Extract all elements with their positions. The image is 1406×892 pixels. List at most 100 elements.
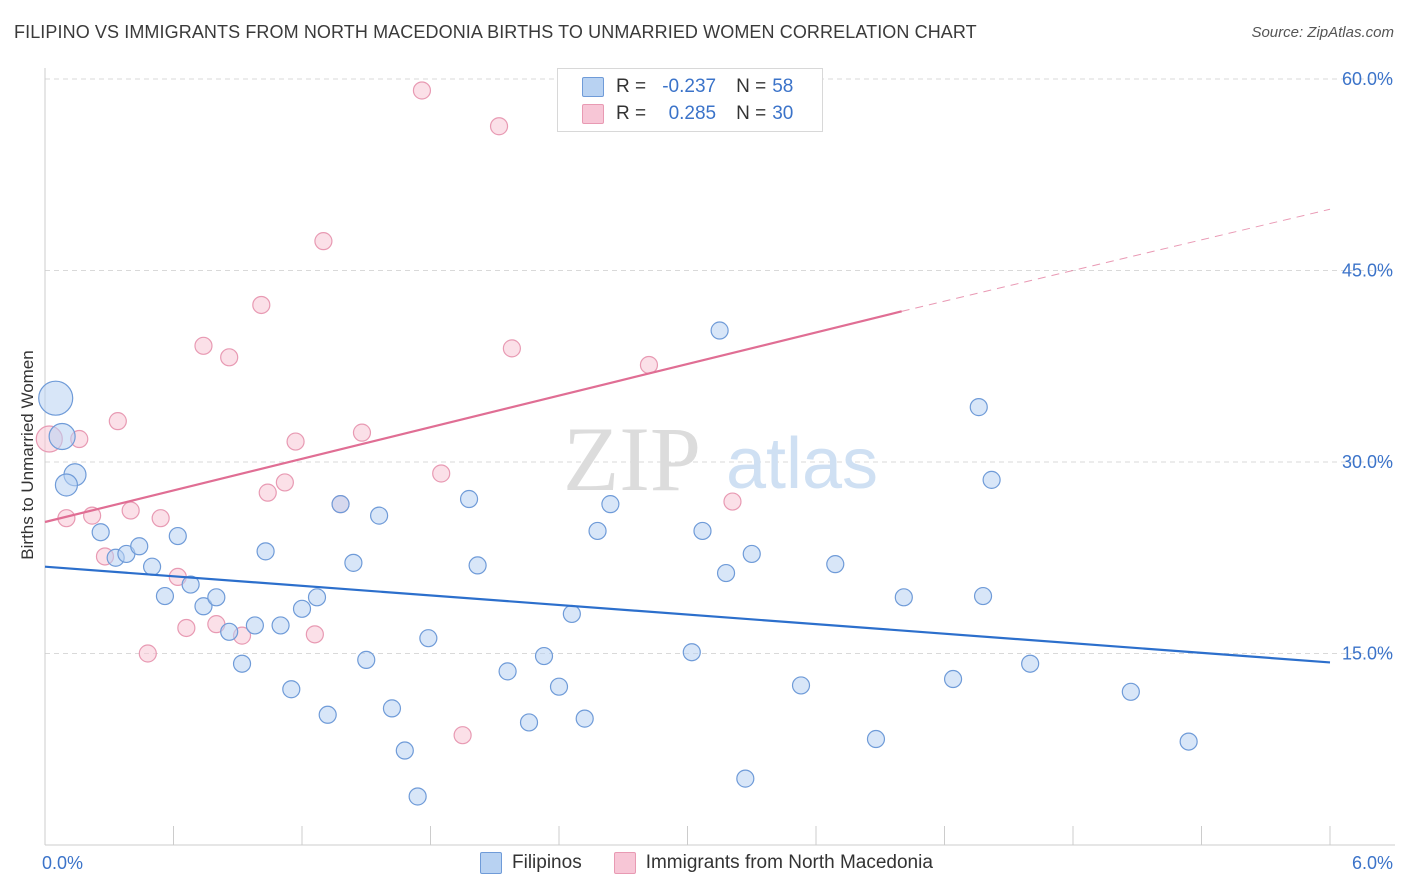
data-point-filipinos [549,677,569,696]
data-point-north-macedonia [252,295,271,315]
data-point-north-macedonia [305,625,324,644]
data-point-filipinos [395,741,414,760]
data-point-north-macedonia [194,336,213,355]
data-point-filipinos [894,588,913,607]
y-axis-label: Births to Unmarried Women [18,350,37,559]
stats-legend: R = -0.237 N = 58 R = 0.285 N = 30 [557,68,823,132]
source-label: Source: ZipAtlas.com [1251,24,1394,41]
legend-r-value-north-macedonia: 0.285 [668,103,717,124]
legend-item-north-macedonia: Immigrants from North Macedonia [613,852,933,874]
chart-title: FILIPINO VS IMMIGRANTS FROM NORTH MACEDO… [14,22,977,42]
data-point-filipinos [331,495,350,514]
legend-r-value-filipinos: -0.237 [662,76,717,97]
data-point-filipinos [742,544,761,564]
data-point-north-macedonia [432,464,451,483]
data-point-filipinos [38,380,74,416]
axes [44,68,1395,846]
legend-label-filipinos: Filipinos [512,852,582,873]
data-point-filipinos [370,506,389,525]
y-tick-label: 45.0% [1342,261,1393,281]
data-point-filipinos [207,588,226,607]
data-point-filipinos [318,705,337,724]
data-point-filipinos [181,575,200,594]
data-point-north-macedonia [502,339,521,358]
data-point-filipinos [682,643,701,662]
watermark-zip: ZIP [563,408,701,510]
data-point-filipinos [736,769,755,788]
data-point-filipinos [519,713,539,732]
legend-swatch-blue [480,852,502,874]
data-point-filipinos [155,586,175,606]
data-point-filipinos [1179,732,1198,751]
data-point-filipinos [232,654,252,673]
trend-line-filipinos [44,565,1331,664]
data-point-filipinos [534,646,554,666]
data-point-filipinos [168,526,187,546]
data-point-north-macedonia [177,618,196,638]
data-point-filipinos [130,537,149,556]
data-point-filipinos [194,597,213,616]
data-point-filipinos [588,521,607,541]
data-point-north-macedonia [258,483,277,502]
data-point-filipinos [48,422,76,451]
y-tick-label: 15.0% [1342,644,1393,664]
data-point-filipinos [459,489,479,509]
data-point-north-macedonia [723,492,742,511]
series-legend: Filipinos Immigrants from North Macedoni… [480,852,965,874]
data-point-filipinos [973,586,993,606]
legend-r-label: R = [616,103,647,124]
data-point-filipinos [710,321,729,340]
legend-item-filipinos: Filipinos [480,852,582,874]
legend-row-filipinos: R = -0.237 N = 58 [582,75,793,99]
data-point-north-macedonia [314,232,333,251]
data-point-filipinos [54,473,79,497]
data-point-filipinos [282,680,301,699]
data-point-north-macedonia [138,644,157,663]
data-point-filipinos [271,616,290,635]
tick-labels: 15.0% 30.0% 45.0% 60.0% 0.0% 6.0% [42,69,1393,873]
data-point-north-macedonia [352,423,372,442]
data-point-filipinos [826,555,845,574]
data-point-filipinos [693,521,712,541]
data-point-north-macedonia [108,412,127,431]
data-point-north-macedonia [489,117,509,136]
data-point-filipinos [575,709,594,728]
data-point-filipinos [91,523,110,542]
legend-swatch-blue [582,77,604,97]
legend-n-label: N = [736,76,767,97]
y-tick-label: 60.0% [1342,69,1393,89]
data-point-filipinos [468,556,487,575]
trend-line-north-macedonia [44,310,902,524]
data-point-filipinos [943,669,963,689]
data-point-north-macedonia [220,348,239,367]
data-point-filipinos [601,495,620,514]
y-tick-label: 30.0% [1342,452,1393,472]
data-point-filipinos [562,604,581,624]
legend-swatch-pink [613,852,636,874]
data-point-filipinos [791,676,811,695]
data-point-filipinos [256,542,275,561]
trend-lines [44,208,1331,664]
legend-row-north-macedonia: R = 0.285 N = 30 [582,102,793,126]
data-point-filipinos [498,662,517,681]
legend-swatch-pink [582,104,604,124]
watermark: ZIP atlas [563,408,878,510]
data-point-filipinos [382,699,402,718]
data-point-filipinos [866,729,886,749]
data-point-filipinos [357,650,376,669]
data-point-north-macedonia [275,473,294,492]
data-point-filipinos [142,557,162,576]
data-point-filipinos [408,787,427,806]
data-point-filipinos [1121,682,1140,701]
x-tick-label-max: 6.0% [1352,853,1393,873]
data-point-north-macedonia [121,501,140,520]
data-point-filipinos [307,588,327,607]
data-point-filipinos [1021,654,1040,673]
data-point-north-macedonia [453,726,472,745]
watermark-atlas: atlas [726,424,878,504]
legend-n-value-filipinos: 58 [772,76,794,97]
data-point-filipinos [419,629,438,648]
data-point-north-macedonia [286,432,305,451]
data-point-filipinos [716,563,736,583]
